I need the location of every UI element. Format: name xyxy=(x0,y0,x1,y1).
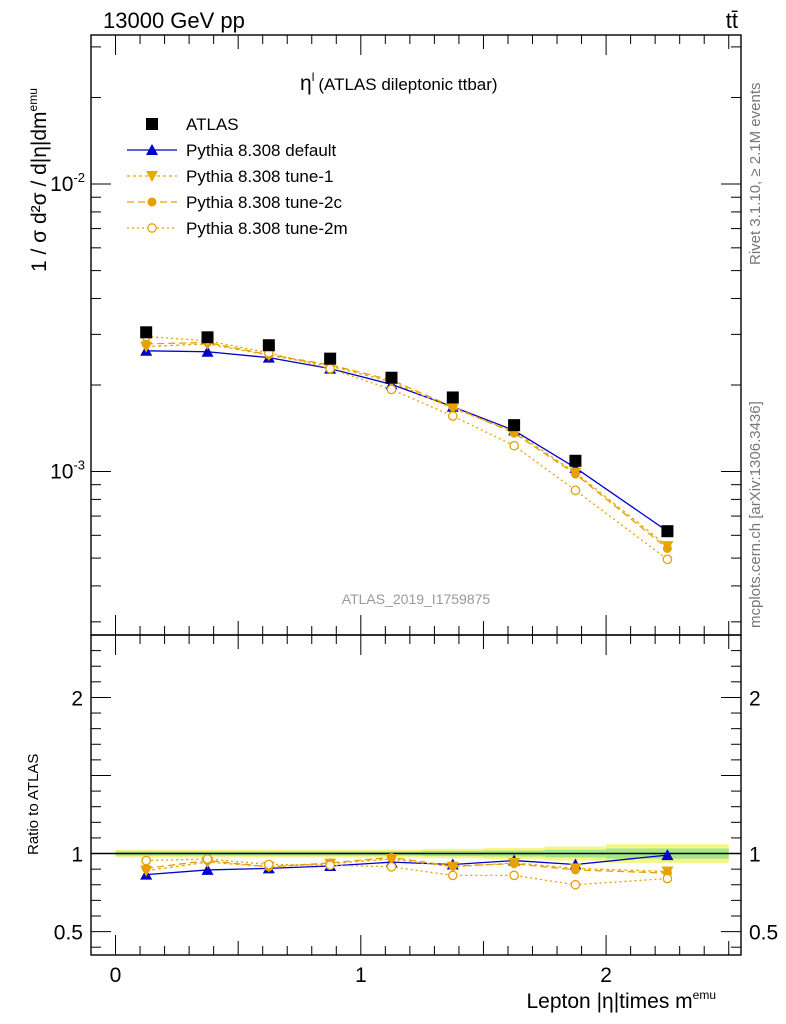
data-point xyxy=(385,371,398,384)
rivet-version-label: Rivet 3.1.10, ≥ 2.1M events xyxy=(747,83,764,266)
x-axis-title-main: Lepton |η|times m xyxy=(527,990,693,1013)
ratio-point-2 xyxy=(141,863,151,873)
series-point-2 xyxy=(570,469,580,479)
plot-title-sup: l xyxy=(312,70,315,84)
series-point-3 xyxy=(570,485,581,496)
ratio-y-axis-title: Ratio to ATLAS xyxy=(25,754,42,855)
ratio-y-tick-label-right: 1 xyxy=(749,844,761,867)
legend-marker-2 xyxy=(147,197,157,207)
series-point-0 xyxy=(201,345,214,357)
legend-marker-0 xyxy=(146,144,158,155)
ratio-axis-ticks: 2 2 1 1 0.5 0.5 xyxy=(54,634,778,948)
legend-label-2: Pythia 8.308 tune-2c xyxy=(186,193,342,212)
ratio-point-2 xyxy=(386,852,396,862)
ratio-point-2 xyxy=(509,859,519,869)
plot-title-eta: η xyxy=(300,72,312,95)
series-line-0 xyxy=(146,350,668,532)
data-point xyxy=(262,339,275,352)
ratio-plot-frame xyxy=(90,634,742,956)
series-point-2 xyxy=(662,543,672,553)
ratio-y-tick-label-right: 2 xyxy=(749,687,761,710)
data-point xyxy=(140,326,153,339)
x-tick-label: 2 xyxy=(600,964,612,987)
data-point xyxy=(324,352,337,365)
ratio-point-3 xyxy=(386,861,397,872)
data-point xyxy=(661,525,674,538)
ratio-point-3 xyxy=(570,879,581,890)
ratio-uncertainty-band xyxy=(91,844,741,863)
legend-label-0: Pythia 8.308 default xyxy=(186,141,337,160)
main-series-group xyxy=(140,326,674,565)
ratio-point-3 xyxy=(263,859,274,870)
x-axis-title: Lepton |η|times memu xyxy=(527,988,717,1013)
mcplots-label: mcplots.cern.ch [arXiv:1306.3436] xyxy=(747,401,764,628)
ratio-y-tick-label-left: 1 xyxy=(71,844,83,867)
ratio-series-group xyxy=(140,849,674,890)
main-y-tick-label: 10-3 xyxy=(50,458,85,484)
series-point-3 xyxy=(509,440,519,451)
main-axis-ticks: 10-2 10-3 xyxy=(50,46,741,623)
series-point-3 xyxy=(325,363,336,374)
y-axis-title: 1 / σ d²σ / d|η|dmemu xyxy=(26,88,51,272)
series-point-2 xyxy=(141,339,151,349)
legend: ATLAS Pythia 8.308 default Pythia 8.308 tu… xyxy=(127,115,348,238)
plot-title: ηl (ATLAS dileptonic ttbar) xyxy=(300,70,498,95)
legend-marker-3 xyxy=(147,223,157,233)
ratio-point-3 xyxy=(202,854,213,864)
series-line-1 xyxy=(146,343,668,547)
legend-label-1: Pythia 8.308 tune-1 xyxy=(186,167,333,186)
plot-title-suffix: (ATLAS dileptonic ttbar) xyxy=(318,75,497,94)
data-point xyxy=(446,391,459,404)
legend-marker-data xyxy=(146,118,158,130)
series-point-2 xyxy=(448,402,458,412)
legend-label-3: Pythia 8.308 tune-2m xyxy=(186,219,348,238)
legend-marker-1 xyxy=(146,171,158,182)
x-axis-title-sup: emu xyxy=(693,988,716,1002)
ratio-point-0 xyxy=(661,849,674,861)
ratio-y-tick-label-left: 2 xyxy=(71,687,83,710)
analysis-watermark: ATLAS_2019_I1759875 xyxy=(342,591,491,607)
ratio-point-3 xyxy=(509,870,519,881)
series-line-3 xyxy=(146,335,668,560)
x-tick-label: 0 xyxy=(110,964,122,987)
header-energy-label: 13000 GeV pp xyxy=(103,8,245,33)
series-point-3 xyxy=(386,384,397,395)
ratio-point-3 xyxy=(662,873,673,884)
data-point xyxy=(201,331,214,344)
y-axis-title-sup: emu xyxy=(26,88,40,111)
ratio-point-3 xyxy=(141,855,152,866)
ratio-y-tick-label-right: 0.5 xyxy=(749,922,778,945)
ratio-point-3 xyxy=(447,870,458,881)
ratio-point-3 xyxy=(325,860,336,871)
series-point-3 xyxy=(447,411,458,421)
x-axis-ticks: 0 1 2 xyxy=(110,35,730,987)
header-process-label: tt̄ xyxy=(726,8,738,33)
y-axis-title-main: 1 / σ d²σ / d|η|dm xyxy=(28,111,51,272)
data-point xyxy=(508,419,521,432)
x-tick-label: 1 xyxy=(355,964,367,987)
ratio-point-2 xyxy=(448,861,458,871)
series-line-2 xyxy=(146,341,668,549)
ratio-point-0 xyxy=(201,863,214,875)
legend-label-data: ATLAS xyxy=(186,115,239,134)
ratio-point-2 xyxy=(570,865,580,875)
main-y-tick-label: 10-2 xyxy=(50,170,85,196)
data-point xyxy=(569,454,582,467)
series-point-3 xyxy=(662,554,673,565)
ratio-y-tick-label-left: 0.5 xyxy=(54,922,83,945)
